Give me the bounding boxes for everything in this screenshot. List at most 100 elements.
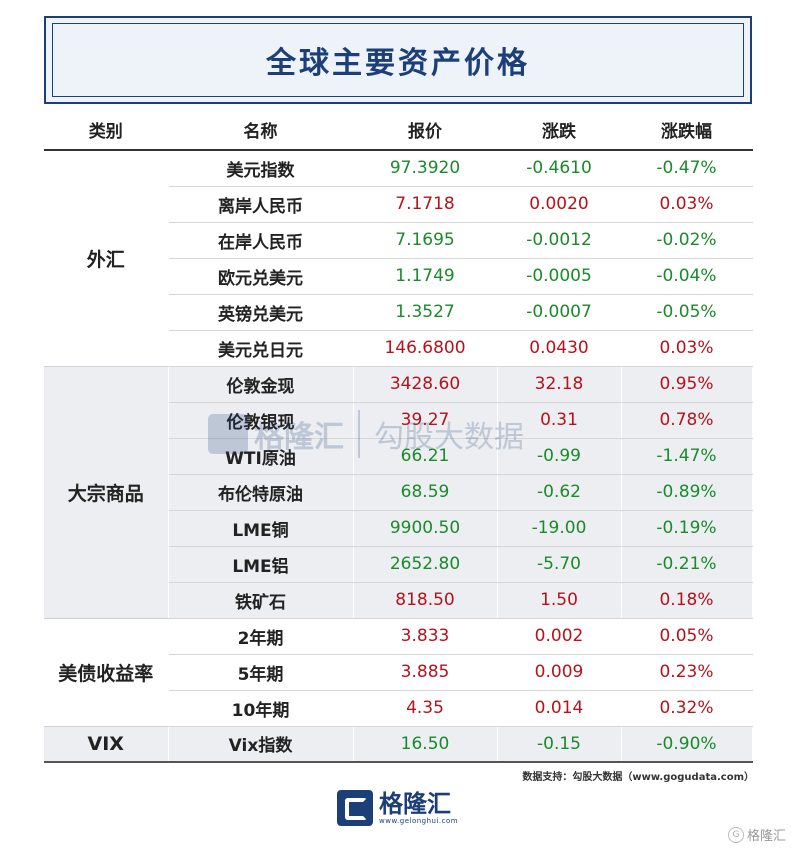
table-row: 布伦特原油 68.59 -0.62 -0.89% [44, 474, 753, 511]
table-row: 欧元兑美元 1.1749 -0.0005 -0.04% [44, 258, 753, 295]
price-cell: 16.50 [353, 726, 498, 763]
brand-logo: 格隆汇 www.gelonghui.com [337, 785, 462, 830]
table-row: WTI原油 66.21 -0.99 -1.47% [44, 438, 753, 475]
category-cell: 美债收益率 [44, 618, 169, 727]
change-pct-cell: -0.05% [621, 294, 753, 331]
change-pct-cell: 0.03% [621, 186, 753, 223]
corner-logo-icon: G [727, 826, 744, 843]
category-cell: 外汇 [44, 150, 169, 367]
name-cell: 英镑兑美元 [168, 294, 354, 331]
header-price: 报价 [353, 110, 498, 151]
price-cell: 39.27 [353, 402, 498, 439]
change-cell: -0.4610 [497, 150, 622, 187]
title-banner: 全球主要资产价格 [44, 16, 752, 104]
change-cell: 0.31 [497, 402, 622, 439]
change-pct-cell: -0.02% [621, 222, 753, 259]
price-cell: 4.35 [353, 690, 498, 727]
table-header-row: 类别 名称 报价 涨跌 涨跌幅 [44, 110, 753, 151]
data-source-note: 数据支持：勾股大数据（www.gogudata.com） [522, 772, 754, 783]
price-cell: 7.1695 [353, 222, 498, 259]
change-pct-cell: 0.95% [621, 366, 753, 403]
price-cell: 3428.60 [353, 366, 498, 403]
price-cell: 818.50 [353, 582, 498, 619]
category-cell: 大宗商品 [44, 366, 169, 619]
change-pct-cell: -0.21% [621, 546, 753, 583]
change-cell: -19.00 [497, 510, 622, 547]
logo-url: www.gelonghui.com [379, 816, 459, 825]
name-cell: 美元兑日元 [168, 330, 354, 367]
asset-price-table: 类别 名称 报价 涨跌 涨跌幅 外汇 美元指数 97.3920 -0.4610 -0.4… [44, 110, 753, 763]
change-pct-cell: 0.18% [621, 582, 753, 619]
price-cell: 66.21 [353, 438, 498, 475]
table-row: 在岸人民币 7.1695 -0.0012 -0.02% [44, 222, 753, 259]
table-row: 5年期 3.885 0.009 0.23% [44, 654, 753, 691]
price-cell: 3.833 [353, 618, 498, 655]
table-row: LME铝 2652.80 -5.70 -0.21% [44, 546, 753, 583]
logo-name: 格隆汇 [379, 789, 451, 818]
name-cell: Vix指数 [168, 726, 354, 763]
change-cell: 0.009 [497, 654, 622, 691]
price-cell: 1.1749 [353, 258, 498, 295]
change-pct-cell: -0.90% [621, 726, 753, 763]
change-pct-cell: 0.03% [621, 330, 753, 367]
logo-icon [337, 789, 373, 826]
table-row: 10年期 4.35 0.014 0.32% [44, 690, 753, 727]
corner-watermark-text: 格隆汇 [746, 829, 786, 844]
change-pct-cell: -0.47% [621, 150, 753, 187]
change-cell: 0.002 [497, 618, 622, 655]
change-pct-cell: 0.32% [621, 690, 753, 727]
price-cell: 3.885 [353, 654, 498, 691]
change-cell: -0.0007 [497, 294, 622, 331]
price-cell: 1.3527 [353, 294, 498, 331]
name-cell: 在岸人民币 [168, 222, 354, 259]
table-row: 离岸人民币 7.1718 0.0020 0.03% [44, 186, 753, 223]
header-category: 类别 [44, 110, 169, 151]
name-cell: LME铝 [168, 546, 354, 583]
table-row: 英镑兑美元 1.3527 -0.0007 -0.05% [44, 294, 753, 331]
change-pct-cell: -0.04% [621, 258, 753, 295]
name-cell: 布伦特原油 [168, 474, 354, 511]
title-inner-frame: 全球主要资产价格 [52, 23, 744, 97]
price-cell: 97.3920 [353, 150, 498, 187]
name-cell: 美元指数 [168, 150, 354, 187]
price-cell: 146.6800 [353, 330, 498, 367]
price-cell: 2652.80 [353, 546, 498, 583]
name-cell: 伦敦金现 [168, 366, 354, 403]
change-cell: -5.70 [497, 546, 622, 583]
header-name: 名称 [168, 110, 354, 151]
change-cell: -0.15 [497, 726, 622, 763]
name-cell: 铁矿石 [168, 582, 354, 619]
header-change: 涨跌 [497, 110, 622, 151]
table-row: 美债收益率 2年期 3.833 0.002 0.05% [44, 618, 753, 727]
change-pct-cell: -1.47% [621, 438, 753, 475]
name-cell: LME铜 [168, 510, 354, 547]
price-cell: 68.59 [353, 474, 498, 511]
change-cell: -0.0005 [497, 258, 622, 295]
table-row: 外汇 美元指数 97.3920 -0.4610 -0.47% [44, 150, 753, 367]
table-row: LME铜 9900.50 -19.00 -0.19% [44, 510, 753, 547]
name-cell: 2年期 [168, 618, 354, 655]
name-cell: WTI原油 [168, 438, 354, 475]
corner-watermark: G 格隆汇 [727, 825, 786, 844]
change-cell: 1.50 [497, 582, 622, 619]
change-cell: 0.0430 [497, 330, 622, 367]
table-row: VIX Vix指数 16.50 -0.15 -0.90% [44, 726, 753, 763]
change-cell: -0.99 [497, 438, 622, 475]
change-cell: 0.014 [497, 690, 622, 727]
name-cell: 5年期 [168, 654, 354, 691]
category-cell: VIX [44, 726, 169, 763]
table-row: 大宗商品 伦敦金现 3428.60 32.18 0.95% [44, 366, 753, 619]
change-cell: 0.0020 [497, 186, 622, 223]
change-pct-cell: 0.05% [621, 618, 753, 655]
price-cell: 9900.50 [353, 510, 498, 547]
change-cell: -0.0012 [497, 222, 622, 259]
name-cell: 离岸人民币 [168, 186, 354, 223]
change-pct-cell: 0.23% [621, 654, 753, 691]
name-cell: 欧元兑美元 [168, 258, 354, 295]
header-change-pct: 涨跌幅 [621, 110, 753, 151]
table-row: 伦敦银现 39.27 0.31 0.78% [44, 402, 753, 439]
name-cell: 10年期 [168, 690, 354, 727]
table-body: 外汇 美元指数 97.3920 -0.4610 -0.47% 离岸人民币 7.1718 0.0… [44, 150, 753, 763]
change-pct-cell: -0.19% [621, 510, 753, 547]
table-row: 铁矿石 818.50 1.50 0.18% [44, 582, 753, 619]
